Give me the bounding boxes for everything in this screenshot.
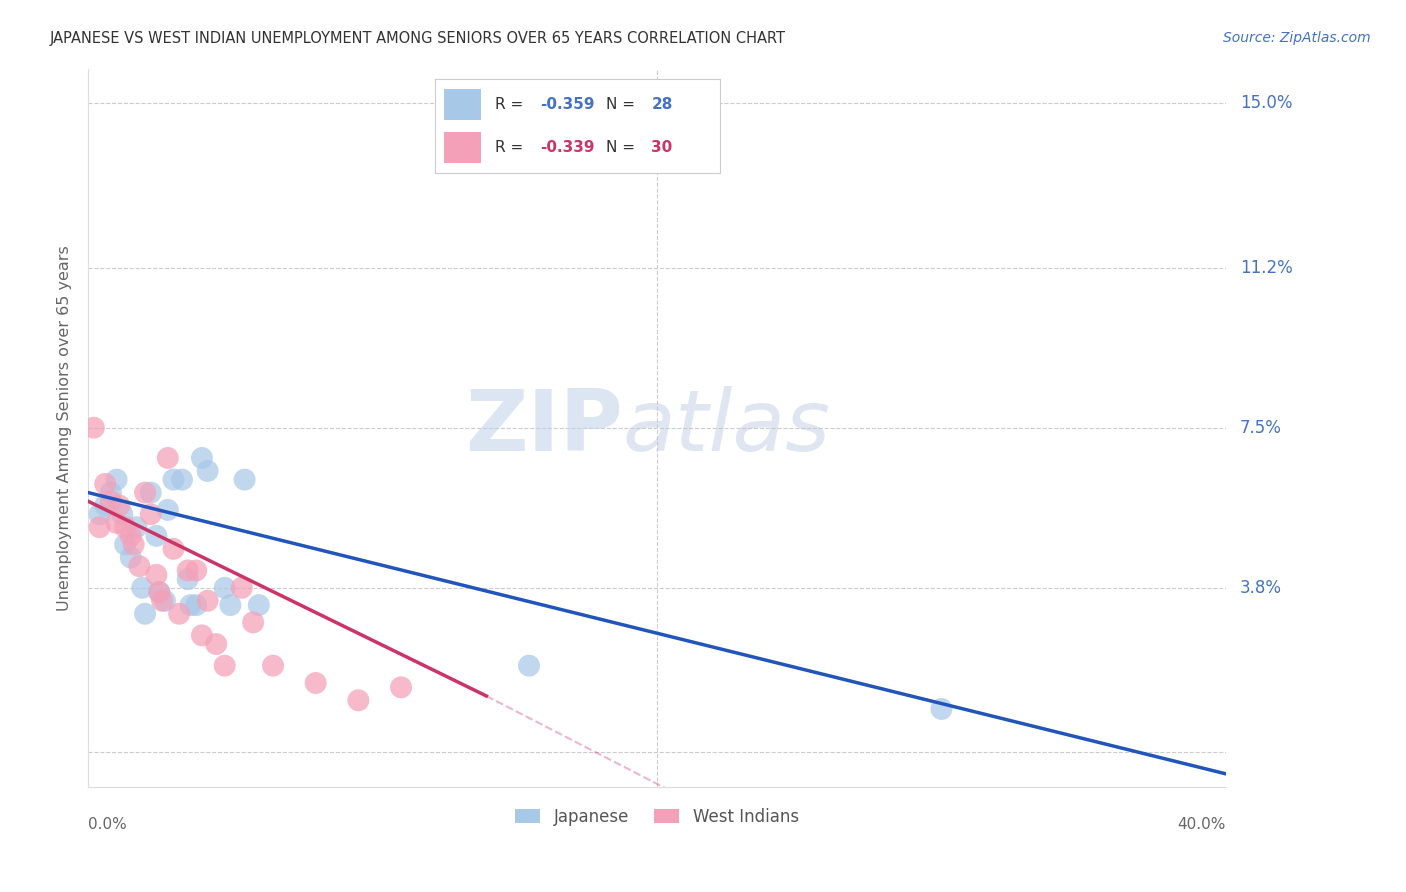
Text: atlas: atlas [623, 386, 831, 469]
Point [145, 567, 167, 582]
Point [139, 507, 162, 521]
Text: 15.0%: 15.0% [1240, 95, 1292, 112]
Point [167, 607, 190, 621]
Point [122, 537, 145, 551]
Point [134, 607, 156, 621]
Point [191, 628, 214, 642]
Point [131, 581, 153, 595]
Point [347, 693, 370, 707]
Text: 40.0%: 40.0% [1178, 817, 1226, 832]
Point [389, 681, 412, 695]
Point [100, 494, 122, 508]
Point [128, 559, 150, 574]
Point [214, 658, 236, 673]
Point [186, 564, 208, 578]
Text: Source: ZipAtlas.com: Source: ZipAtlas.com [1223, 31, 1371, 45]
Point [305, 676, 328, 690]
Y-axis label: Unemployment Among Seniors over 65 years: Unemployment Among Seniors over 65 years [58, 244, 72, 610]
Point [94, 499, 117, 513]
Point [191, 450, 214, 465]
Point [517, 658, 540, 673]
Point [120, 550, 142, 565]
Point [148, 585, 170, 599]
Point [114, 520, 136, 534]
Point [170, 473, 193, 487]
Point [214, 581, 236, 595]
Point [153, 594, 176, 608]
Text: 0.0%: 0.0% [89, 817, 127, 832]
Point [134, 485, 156, 500]
Point [111, 507, 134, 521]
Point [108, 499, 131, 513]
Point [180, 598, 202, 612]
Point [162, 541, 184, 556]
Point [139, 485, 162, 500]
Point [89, 507, 111, 521]
Point [197, 464, 219, 478]
Text: 7.5%: 7.5% [1240, 418, 1282, 437]
Point [89, 520, 111, 534]
Point [120, 529, 142, 543]
Text: JAPANESE VS WEST INDIAN UNEMPLOYMENT AMONG SENIORS OVER 65 YEARS CORRELATION CHA: JAPANESE VS WEST INDIAN UNEMPLOYMENT AMO… [49, 31, 785, 46]
Point [242, 615, 264, 630]
Point [105, 516, 128, 530]
Point [94, 477, 117, 491]
Point [114, 537, 136, 551]
Point [156, 450, 179, 465]
Legend: Japanese, West Indians: Japanese, West Indians [509, 801, 806, 832]
Point [125, 520, 148, 534]
Point [186, 598, 208, 612]
Point [247, 598, 270, 612]
Point [83, 420, 105, 434]
Point [233, 473, 256, 487]
Point [219, 598, 242, 612]
Point [197, 594, 219, 608]
Point [262, 658, 284, 673]
Point [150, 594, 173, 608]
Point [100, 485, 122, 500]
Point [148, 585, 170, 599]
Point [156, 503, 179, 517]
Point [931, 702, 953, 716]
Point [205, 637, 228, 651]
Text: 3.8%: 3.8% [1240, 579, 1282, 597]
Text: ZIP: ZIP [465, 386, 623, 469]
Point [162, 473, 184, 487]
Point [177, 572, 200, 586]
Point [145, 529, 167, 543]
Point [105, 473, 128, 487]
Text: 11.2%: 11.2% [1240, 259, 1292, 277]
Point [177, 564, 200, 578]
Point [231, 581, 253, 595]
